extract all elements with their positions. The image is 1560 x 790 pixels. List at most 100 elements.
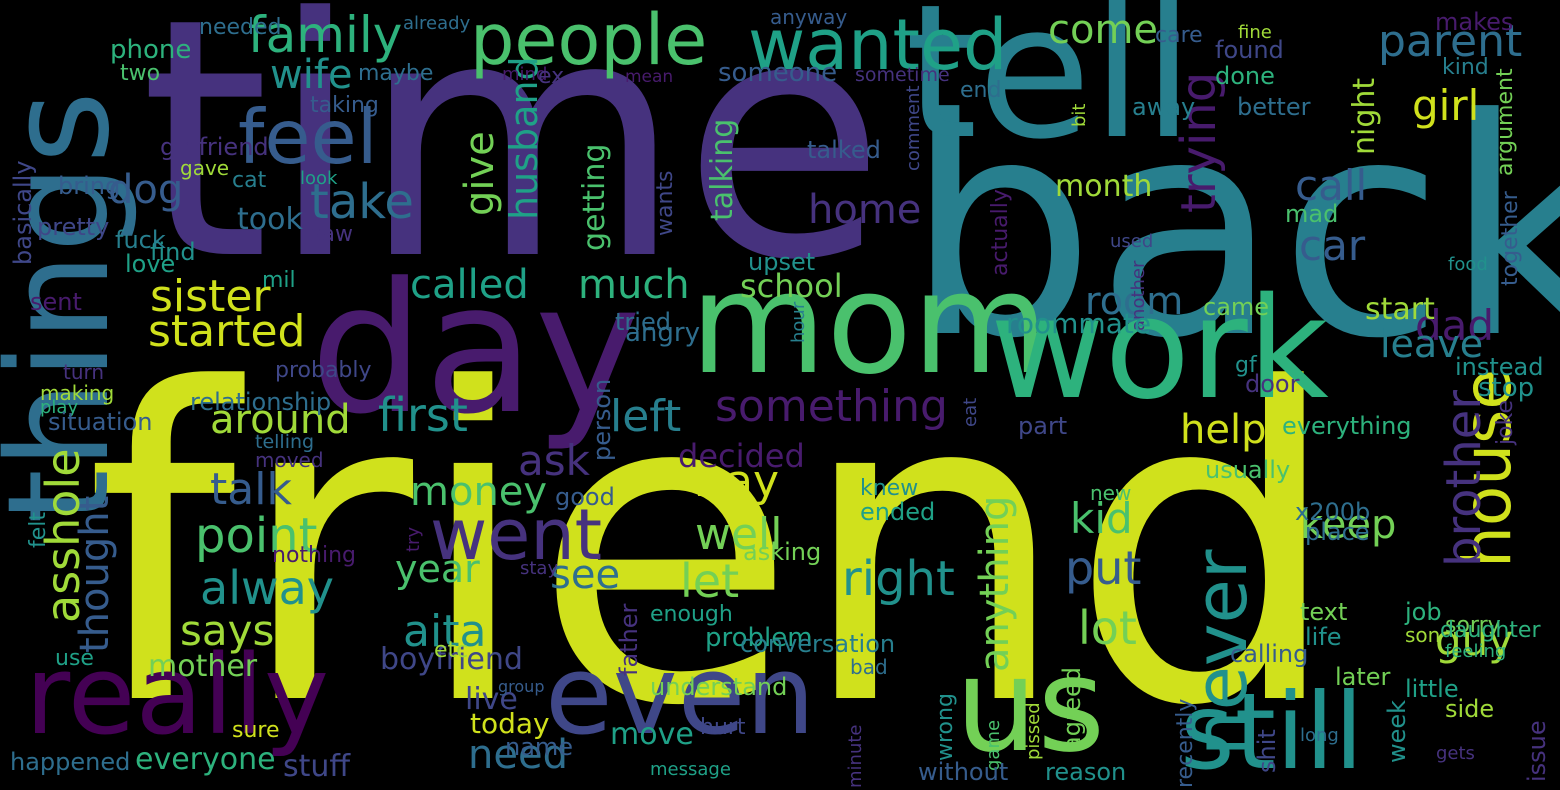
- cloud-word: stop: [1478, 373, 1535, 403]
- cloud-word: getting: [577, 143, 612, 251]
- cloud-word: need: [468, 732, 568, 778]
- cloud-word: done: [1215, 62, 1275, 90]
- cloud-word: people: [470, 0, 708, 81]
- cloud-word: usually: [1205, 456, 1291, 484]
- cloud-word: point: [195, 508, 318, 564]
- cloud-word: call: [1295, 161, 1368, 210]
- cloud-word: door: [1245, 370, 1300, 398]
- cloud-word: problem: [705, 623, 813, 653]
- cloud-word: side: [1445, 695, 1495, 723]
- cloud-word: something: [715, 381, 948, 432]
- cloud-word: come: [1048, 7, 1159, 53]
- cloud-word: work: [990, 268, 1329, 431]
- cloud-word: fine: [1238, 22, 1272, 43]
- cloud-word: ended: [860, 498, 936, 526]
- cloud-word: sorry: [1445, 613, 1501, 638]
- cloud-word: someone: [718, 58, 838, 88]
- cloud-word: job: [1405, 598, 1442, 626]
- cloud-word: saw: [310, 222, 353, 247]
- cloud-word: making: [40, 381, 115, 405]
- cloud-word: day: [310, 245, 642, 454]
- cloud-word: wrong: [933, 693, 958, 761]
- cloud-word: really: [25, 631, 330, 759]
- cloud-word: room: [1085, 279, 1184, 323]
- cloud-word: us: [955, 629, 1106, 781]
- cloud-word: mother: [148, 649, 258, 684]
- cloud-word: new: [1090, 481, 1132, 505]
- cloud-word: name: [505, 733, 574, 761]
- cloud-word: live: [465, 682, 518, 717]
- cloud-word: instead: [1455, 353, 1544, 381]
- cloud-word: everything: [1282, 412, 1412, 440]
- cloud-word: found: [1215, 36, 1284, 64]
- cloud-word: pretty: [37, 213, 110, 241]
- cloud-word: conversation: [740, 630, 896, 658]
- cloud-word: son: [1405, 623, 1441, 647]
- cloud-word: argument: [1493, 68, 1518, 176]
- cloud-word: left: [610, 391, 682, 442]
- cloud-word: still: [1180, 671, 1364, 790]
- cloud-word: move: [610, 717, 694, 752]
- cloud-word: cat: [232, 168, 267, 193]
- cloud-word: thought: [72, 495, 118, 653]
- cloud-word: better: [1237, 93, 1311, 121]
- cloud-word: little: [1405, 675, 1459, 703]
- cloud-word: talk: [210, 464, 292, 515]
- cloud-word: everyone: [135, 742, 276, 777]
- cloud-word: find: [150, 238, 196, 266]
- cloud-word: time: [140, 0, 886, 332]
- cloud-word: already: [403, 13, 471, 34]
- cloud-word: feeling: [1445, 641, 1507, 662]
- cloud-word: part: [1018, 412, 1068, 440]
- cloud-word: look: [300, 168, 338, 189]
- cloud-word: wanted: [748, 4, 1008, 86]
- cloud-word: mil: [262, 268, 296, 293]
- cloud-word: guy: [1435, 616, 1514, 665]
- cloud-word: money: [410, 469, 548, 515]
- cloud-word: father: [615, 603, 643, 677]
- cloud-word: started: [148, 306, 306, 357]
- cloud-word: telling: [255, 431, 315, 453]
- cloud-word: home: [808, 187, 922, 233]
- cloud-word: says: [180, 606, 275, 655]
- cloud-word: anything: [972, 495, 1018, 672]
- cloud-word: put: [1065, 541, 1142, 595]
- cloud-word: asking: [743, 538, 822, 566]
- cloud-word: without: [918, 758, 1009, 786]
- cloud-word: phone: [110, 35, 192, 65]
- cloud-word: came: [1203, 293, 1270, 321]
- cloud-word: sent: [30, 288, 82, 316]
- cloud-word: tell: [905, 0, 1195, 180]
- cloud-word: care: [1155, 23, 1203, 48]
- cloud-word: year: [395, 547, 480, 591]
- cloud-word: pissed: [1023, 702, 1044, 760]
- cloud-word: basically: [9, 160, 37, 265]
- cloud-word: felt: [26, 511, 51, 548]
- cloud-word: actually: [988, 188, 1013, 276]
- cloud-word: text: [1300, 598, 1348, 626]
- cloud-word: called: [410, 262, 529, 308]
- cloud-word: kind: [1442, 55, 1489, 80]
- cloud-word: dad: [1415, 301, 1495, 350]
- cloud-word: wife: [270, 52, 353, 98]
- cloud-word: school: [740, 267, 843, 305]
- cloud-word: fuck: [115, 226, 166, 254]
- cloud-word: used: [1110, 231, 1154, 252]
- cloud-word: girl: [1412, 81, 1480, 130]
- cloud-word: recently: [1173, 698, 1198, 788]
- cloud-word: love: [125, 250, 176, 278]
- cloud-word: took: [237, 202, 303, 237]
- cloud-word: dog: [108, 167, 184, 213]
- cloud-word: makes: [1435, 8, 1514, 36]
- cloud-word: bring: [58, 172, 121, 200]
- cloud-word: night: [1347, 77, 1382, 155]
- cloud-word: today: [470, 707, 550, 740]
- cloud-word: away: [1132, 93, 1196, 121]
- cloud-word: week: [1383, 699, 1411, 763]
- cloud-word: first: [378, 388, 468, 442]
- cloud-word: enough: [650, 602, 733, 627]
- cloud-word: knew: [860, 476, 919, 501]
- cloud-word: issue: [1523, 720, 1551, 782]
- cloud-word: family: [248, 6, 403, 64]
